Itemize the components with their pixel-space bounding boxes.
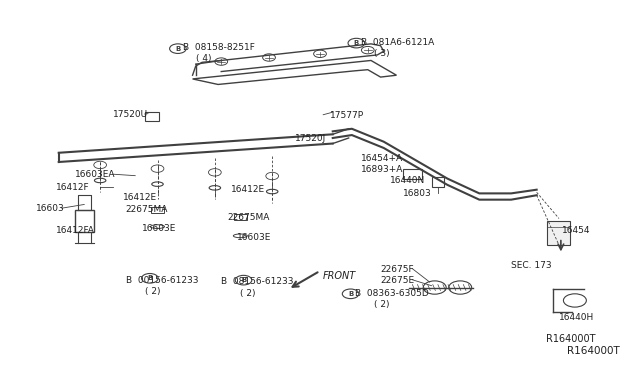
- Circle shape: [209, 169, 221, 176]
- Text: ( 2): ( 2): [374, 300, 390, 309]
- Text: B: B: [241, 277, 246, 283]
- Text: B  00156-61233: B 00156-61233: [125, 276, 198, 285]
- Bar: [431, 177, 444, 187]
- Bar: [145, 112, 159, 121]
- Text: 16412F: 16412F: [56, 183, 89, 192]
- Bar: [547, 221, 570, 245]
- Text: 16412E: 16412E: [231, 185, 265, 194]
- Text: R164000T: R164000T: [546, 334, 596, 344]
- Text: 22675MA: 22675MA: [125, 205, 168, 215]
- Text: 16893+A: 16893+A: [362, 165, 404, 174]
- Text: 16440N: 16440N: [390, 176, 426, 185]
- Text: ( 3): ( 3): [374, 49, 390, 58]
- Text: 16454+A: 16454+A: [362, 154, 404, 163]
- Circle shape: [314, 50, 326, 58]
- Text: 22675E: 22675E: [381, 276, 415, 285]
- Circle shape: [266, 172, 278, 180]
- Text: 16603EA: 16603EA: [75, 170, 115, 179]
- Circle shape: [151, 165, 164, 172]
- Text: ( 4): ( 4): [196, 54, 211, 63]
- Bar: [151, 207, 164, 212]
- Text: 17520J: 17520J: [294, 134, 326, 142]
- Text: 22675MA: 22675MA: [228, 213, 270, 222]
- Text: R164000T: R164000T: [567, 346, 620, 356]
- Text: FRONT: FRONT: [323, 272, 356, 282]
- Text: B  081A6-6121A: B 081A6-6121A: [362, 38, 435, 46]
- Text: B: B: [348, 291, 353, 297]
- Text: 16412FA: 16412FA: [56, 226, 95, 235]
- Text: 16454: 16454: [562, 226, 591, 235]
- Text: 16603E: 16603E: [237, 233, 271, 242]
- Text: 16440H: 16440H: [559, 312, 594, 321]
- Text: B: B: [147, 275, 152, 281]
- Text: ( 2): ( 2): [145, 287, 160, 296]
- Bar: [234, 214, 246, 220]
- Circle shape: [215, 58, 228, 65]
- Bar: [403, 169, 422, 179]
- Text: 17520U: 17520U: [113, 109, 148, 119]
- Text: 22675F: 22675F: [381, 264, 414, 273]
- Circle shape: [94, 161, 106, 169]
- Text: B: B: [175, 46, 180, 52]
- Text: B: B: [354, 40, 359, 46]
- Bar: [75, 210, 94, 232]
- Text: 16803: 16803: [403, 189, 431, 198]
- Circle shape: [362, 46, 374, 54]
- Text: ( 2): ( 2): [241, 289, 256, 298]
- Text: B  08363-6305D: B 08363-6305D: [355, 289, 429, 298]
- Text: 16603: 16603: [36, 203, 65, 213]
- Text: 17577P: 17577P: [330, 111, 364, 121]
- Text: 16603E: 16603E: [141, 224, 176, 233]
- Text: SEC. 173: SEC. 173: [511, 261, 552, 270]
- Text: 16412E: 16412E: [122, 193, 157, 202]
- Circle shape: [262, 54, 275, 61]
- Text: B  08156-61233: B 08156-61233: [221, 278, 294, 286]
- Text: B  08158-8251F: B 08158-8251F: [183, 43, 255, 52]
